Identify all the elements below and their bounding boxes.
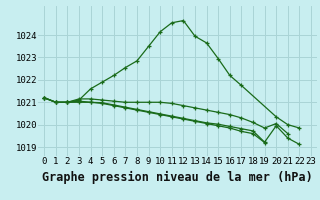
X-axis label: Graphe pression niveau de la mer (hPa): Graphe pression niveau de la mer (hPa) <box>42 171 313 184</box>
